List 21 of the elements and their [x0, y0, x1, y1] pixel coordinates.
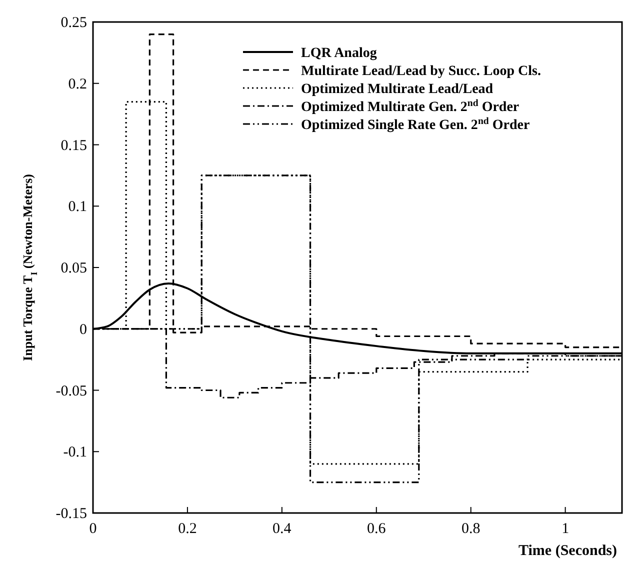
y-tick-label: 0.05: [60, 260, 87, 276]
y-tick-label: -0.15: [56, 506, 87, 522]
legend-label: LQR Analog: [301, 46, 377, 61]
legend-label: Optimized Multirate Gen. 2$^{nd}$ Order: [301, 98, 520, 115]
x-tick-label: 0.6: [367, 521, 386, 537]
y-tick-label: 0.2: [68, 76, 87, 92]
y-tick-label: 0.1: [68, 199, 87, 216]
x-tick-label: 0: [89, 521, 97, 537]
y-tick-label: -0.1: [63, 444, 87, 461]
x-tick-label: 0.8: [461, 521, 480, 537]
y-tick-label: 0: [80, 322, 87, 338]
legend-label: Multirate Lead/Lead by Succ. Loop Cls.: [301, 64, 541, 79]
legend-label: Optimized Multirate Lead/Lead: [301, 82, 494, 97]
x-axis-title: Time (Seconds): [518, 543, 617, 559]
x-tick-label: 1: [562, 521, 570, 537]
legend-label: Optimized Single Rate Gen. 2$^{nd}$ Order: [301, 116, 530, 133]
y-tick-label: -0.05: [56, 383, 87, 400]
y-tick-label: 0.25: [60, 15, 87, 31]
x-tick-label: 0.4: [272, 521, 292, 537]
y-tick-label: 0.15: [60, 138, 87, 154]
x-tick-label: 0.2: [178, 521, 197, 537]
